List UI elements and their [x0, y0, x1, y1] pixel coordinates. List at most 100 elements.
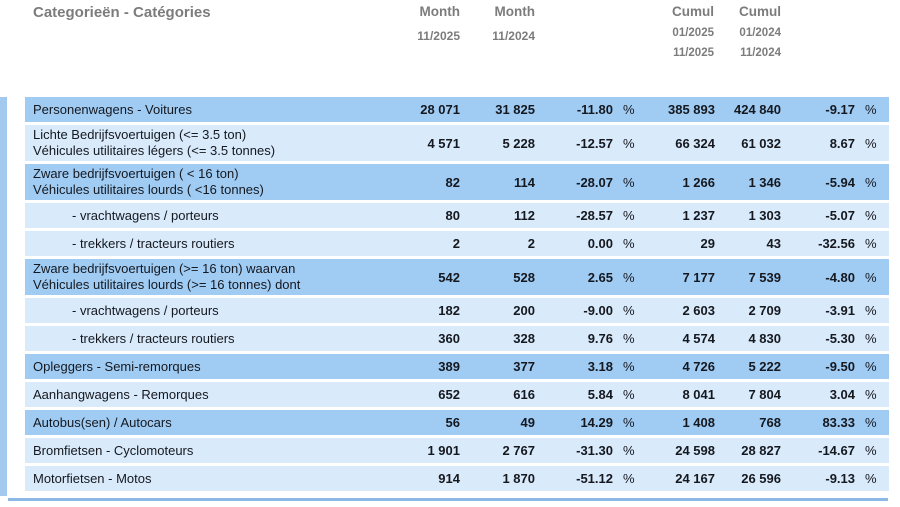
month-previous-value: 2 767 — [502, 443, 535, 458]
cumul-previous-value: 2 709 — [748, 303, 781, 318]
percent-sign: % — [865, 135, 877, 151]
month-change-value: -11.80 — [576, 102, 613, 117]
month-current-value: 360 — [438, 331, 460, 346]
cumul-previous-value: 424 840 — [734, 102, 781, 117]
cumul-current-value: 4 726 — [682, 359, 715, 374]
row-category-label: Opleggers - Semi-remorques — [25, 359, 392, 375]
cumul-current-from: 01/2025 — [672, 27, 714, 39]
table-row: Zware bedrijfsvoertuigen ( < 16 ton) Véh… — [25, 164, 889, 200]
month-previous-value: 528 — [513, 269, 535, 285]
month-previous-column-header: Month 11/2024 — [492, 4, 535, 43]
percent-sign: % — [865, 102, 877, 117]
table-row: - vrachtwagens / porteurs 182 200 -9.00 … — [25, 298, 889, 323]
percent-sign: % — [623, 415, 635, 430]
month-current-period: 11/2025 — [417, 29, 460, 43]
cumul-change-value: -14.67 — [818, 443, 855, 458]
table-rows: Personenwagens - Voitures 28 071 31 825 … — [25, 97, 889, 494]
percent-sign: % — [865, 331, 877, 346]
month-previous-value: 616 — [513, 387, 535, 402]
category-label-nl: - vrachtwagens / porteurs — [72, 207, 219, 223]
month-current-label: Month — [419, 4, 460, 19]
row-category-label: Aanhangwagens - Remorques — [25, 387, 392, 403]
month-previous-value: 1 870 — [502, 471, 535, 486]
percent-sign: % — [865, 303, 877, 318]
percent-sign: % — [865, 174, 877, 190]
left-accent-strip — [0, 97, 7, 496]
cumul-previous-value: 768 — [759, 415, 781, 430]
month-change-value: 0.00 — [587, 236, 613, 251]
percent-sign: % — [623, 208, 635, 223]
cumul-current-value: 1 237 — [682, 208, 715, 223]
table-row: Autobus(sen) / Autocars 56 49 14.29 % 1 … — [25, 410, 889, 435]
cumul-change-value: -3.91 — [825, 303, 855, 318]
month-previous-value: 31 825 — [495, 102, 535, 117]
month-previous-value: 49 — [520, 415, 535, 430]
month-previous-value: 377 — [513, 359, 535, 374]
cumul-current-column-header: Cumul 01/2025 11/2025 — [672, 4, 714, 59]
month-current-value: 82 — [445, 174, 460, 190]
percent-sign: % — [623, 331, 635, 346]
month-previous-value: 328 — [513, 331, 535, 346]
cumul-previous-label: Cumul — [739, 4, 781, 19]
percent-sign: % — [865, 236, 877, 251]
category-label-nl: - trekkers / tracteurs routiers — [72, 235, 235, 251]
cumul-current-value: 24 598 — [675, 443, 715, 458]
percent-sign: % — [865, 471, 877, 486]
month-change-value: -12.57 — [576, 135, 613, 151]
cumul-current-value: 2 603 — [682, 303, 715, 318]
month-change-value: -28.57 — [576, 208, 613, 223]
row-category-label: - vrachtwagens / porteurs — [25, 303, 392, 319]
table-row: - trekkers / tracteurs routiers 360 328 … — [25, 326, 889, 351]
cumul-change-value: 83.33 — [822, 415, 855, 430]
percent-sign: % — [623, 174, 635, 190]
percent-sign: % — [865, 359, 877, 374]
percent-sign: % — [623, 443, 635, 458]
table-row: Aanhangwagens - Remorques 652 616 5.84 %… — [25, 382, 889, 407]
row-category-label: Zware bedrijfsvoertuigen (>= 16 ton) waa… — [25, 261, 392, 293]
table-row: Opleggers - Semi-remorques 389 377 3.18 … — [25, 354, 889, 379]
cumul-previous-value: 7 804 — [748, 387, 781, 402]
percent-sign: % — [623, 236, 635, 251]
month-current-value: 80 — [445, 208, 460, 223]
table-row: Motorfietsen - Motos 914 1 870 -51.12 % … — [25, 466, 889, 491]
month-change-value: 5.84 — [587, 387, 613, 402]
month-change-value: 3.18 — [587, 359, 613, 374]
month-current-column-header: Month 11/2025 — [417, 4, 460, 43]
cumul-current-value: 385 893 — [668, 102, 715, 117]
cumul-change-value: -5.30 — [825, 331, 855, 346]
cumul-previous-value: 61 032 — [741, 135, 781, 151]
category-label-nl: Opleggers - Semi-remorques — [33, 358, 201, 374]
table-row: Bromfietsen - Cyclomoteurs 1 901 2 767 -… — [25, 438, 889, 463]
table-bottom-border — [8, 498, 888, 501]
month-current-value: 652 — [438, 387, 460, 402]
table-header: Categorieën - Catégories Month 11/2025 M… — [0, 0, 900, 95]
month-change-value: -9.00 — [583, 303, 613, 318]
category-column-header: Categorieën - Catégories — [33, 4, 211, 21]
month-change-value: -51.12 — [576, 471, 613, 486]
percent-sign: % — [623, 387, 635, 402]
category-label-nl: - trekkers / tracteurs routiers — [72, 330, 235, 346]
cumul-current-value: 24 167 — [675, 471, 715, 486]
row-category-label: Zware bedrijfsvoertuigen ( < 16 ton) Véh… — [25, 166, 392, 198]
percent-sign: % — [865, 208, 877, 223]
month-current-value: 4 571 — [427, 135, 460, 151]
cumul-previous-value: 1 346 — [748, 174, 781, 190]
cumul-current-value: 1 266 — [682, 174, 715, 190]
month-current-value: 56 — [445, 415, 460, 430]
cumul-current-value: 4 574 — [682, 331, 715, 346]
percent-sign: % — [623, 471, 635, 486]
row-category-label: - vrachtwagens / porteurs — [25, 208, 392, 224]
cumul-change-value: -5.94 — [825, 174, 855, 190]
category-label-nl: Bromfietsen - Cyclomoteurs — [33, 442, 194, 458]
cumul-previous-value: 1 303 — [748, 208, 781, 223]
cumul-current-label: Cumul — [672, 4, 714, 19]
cumul-previous-value: 28 827 — [741, 443, 781, 458]
month-current-value: 914 — [438, 471, 460, 486]
month-previous-period: 11/2024 — [492, 29, 535, 43]
cumul-previous-column-header: Cumul 01/2024 11/2024 — [739, 4, 781, 59]
cumul-current-value: 7 177 — [682, 269, 715, 285]
row-category-label: Autobus(sen) / Autocars — [25, 415, 392, 431]
cumul-change-value: 8.67 — [829, 135, 855, 151]
month-current-value: 542 — [438, 269, 460, 285]
